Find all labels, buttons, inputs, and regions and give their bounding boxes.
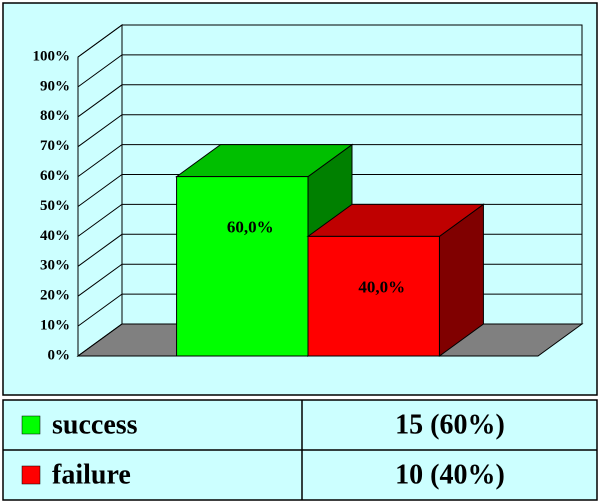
- y-tick-label: 90%: [40, 78, 70, 94]
- grid-line: [77, 114, 582, 148]
- legend-swatch: [21, 415, 41, 435]
- value-label: 60,0%: [227, 218, 274, 237]
- y-tick-label: 20%: [40, 288, 70, 304]
- grid-line: [77, 24, 582, 58]
- grid-line: [77, 54, 582, 88]
- table-value: 10 (40%): [395, 459, 505, 490]
- legend-label: failure: [52, 459, 131, 490]
- y-tick-label: 50%: [40, 198, 70, 214]
- bar: [307, 235, 440, 357]
- y-tick-label: 40%: [40, 228, 70, 244]
- y-tick-label: 70%: [40, 138, 70, 154]
- grid-line: [77, 84, 582, 118]
- y-tick-label: 100%: [33, 48, 71, 64]
- y-tick-label: 80%: [40, 108, 70, 124]
- y-tick-label: 30%: [40, 258, 70, 274]
- legend-swatch: [21, 465, 41, 485]
- y-tick-label: 60%: [40, 168, 70, 184]
- grid-line: [77, 144, 582, 178]
- bar: [176, 176, 309, 357]
- value-label: 40,0%: [358, 277, 405, 296]
- grid-line: [77, 174, 582, 207]
- y-tick-label: 0%: [48, 347, 71, 363]
- table-value: 15 (60%): [395, 409, 505, 440]
- y-tick-label: 10%: [40, 318, 70, 334]
- legend-label: success: [52, 409, 138, 440]
